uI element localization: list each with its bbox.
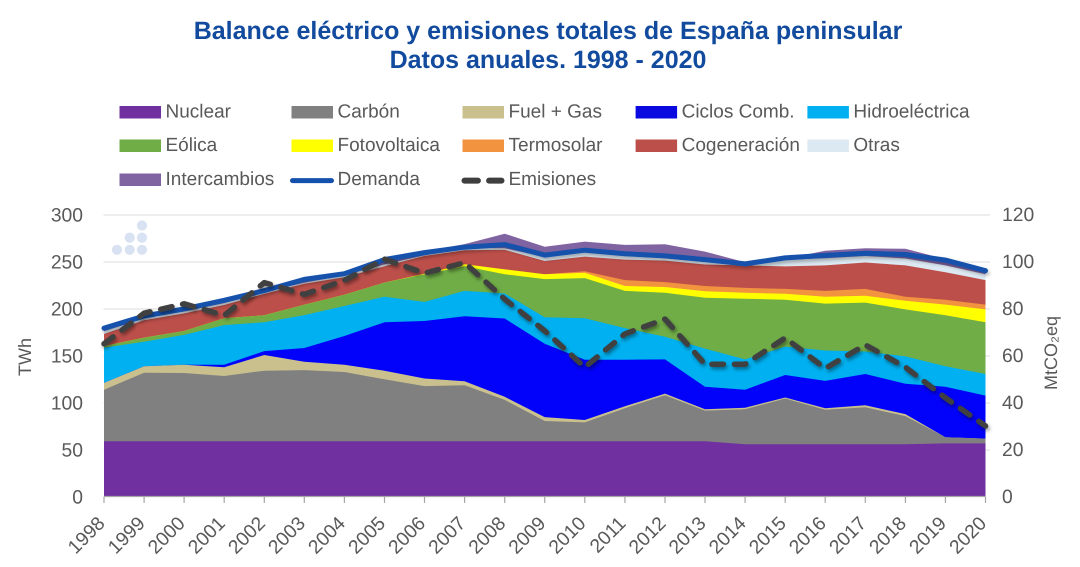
svg-text:20: 20 [1002, 440, 1023, 461]
svg-text:Datos anuales. 1998 - 2020: Datos anuales. 1998 - 2020 [390, 46, 707, 74]
svg-text:250: 250 [51, 253, 83, 274]
svg-text:100: 100 [1002, 252, 1034, 273]
svg-text:2006: 2006 [385, 513, 430, 558]
svg-text:200: 200 [51, 300, 83, 321]
svg-text:2014: 2014 [705, 513, 750, 558]
svg-text:Balance eléctrico y emisiones: Balance eléctrico y emisiones totales de… [194, 17, 903, 45]
svg-text:150: 150 [51, 347, 83, 368]
svg-text:Ciclos Comb.: Ciclos Comb. [682, 102, 795, 123]
svg-text:2010: 2010 [545, 513, 590, 558]
svg-text:Nuclear: Nuclear [166, 102, 232, 123]
svg-text:2016: 2016 [786, 513, 831, 558]
svg-text:Otras: Otras [853, 135, 899, 156]
svg-text:2011: 2011 [586, 513, 630, 557]
svg-text:2004: 2004 [305, 513, 350, 558]
svg-text:2020: 2020 [946, 513, 991, 558]
svg-text:2015: 2015 [746, 513, 791, 558]
svg-text:0: 0 [72, 488, 83, 509]
svg-text:2005: 2005 [345, 513, 390, 558]
svg-text:Carbón: Carbón [338, 102, 400, 123]
svg-text:2019: 2019 [906, 513, 951, 558]
svg-text:2001: 2001 [185, 513, 230, 558]
svg-text:TWh: TWh [15, 338, 35, 376]
svg-text:Termosolar: Termosolar [509, 135, 604, 156]
svg-text:2008: 2008 [465, 513, 510, 558]
svg-text:Fuel + Gas: Fuel + Gas [509, 102, 602, 123]
svg-text:2017: 2017 [826, 513, 871, 558]
svg-text:0: 0 [1002, 487, 1013, 508]
svg-text:2009: 2009 [505, 513, 550, 558]
svg-text:100: 100 [51, 394, 83, 415]
svg-text:Cogeneración: Cogeneración [682, 135, 800, 156]
svg-text:2000: 2000 [144, 513, 189, 558]
svg-text:MtCO₂eq: MtCO₂eq [1041, 316, 1061, 390]
svg-text:Demanda: Demanda [338, 169, 421, 190]
svg-text:300: 300 [51, 206, 83, 227]
svg-text:Fotovoltaica: Fotovoltaica [338, 135, 441, 156]
svg-text:Intercambios: Intercambios [166, 169, 275, 190]
svg-text:Emisiones: Emisiones [509, 169, 597, 190]
svg-text:2012: 2012 [625, 513, 670, 558]
svg-text:80: 80 [1002, 299, 1023, 320]
svg-text:120: 120 [1002, 205, 1034, 226]
svg-text:1998: 1998 [64, 513, 109, 558]
svg-text:2007: 2007 [425, 513, 470, 558]
svg-text:2003: 2003 [265, 513, 310, 558]
svg-text:40: 40 [1002, 393, 1023, 414]
svg-text:2018: 2018 [866, 513, 911, 558]
svg-text:50: 50 [62, 441, 83, 462]
svg-text:Hidroeléctrica: Hidroeléctrica [853, 102, 970, 123]
svg-text:2013: 2013 [665, 513, 710, 558]
svg-text:Eólica: Eólica [166, 135, 218, 156]
svg-text:2002: 2002 [225, 513, 270, 558]
svg-text:1999: 1999 [104, 513, 149, 558]
svg-text:60: 60 [1002, 346, 1023, 367]
